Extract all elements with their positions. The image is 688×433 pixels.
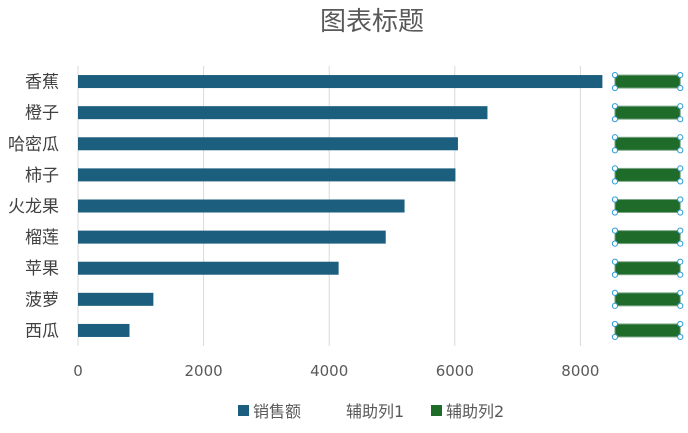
bar-helper2 (614, 74, 681, 89)
series-sales-bars[interactable] (78, 75, 603, 337)
bar-helper2 (614, 292, 681, 307)
selection-handle (677, 258, 684, 265)
legend-label-1: 辅助列1 (346, 402, 404, 421)
category-label: 菠萝 (25, 290, 59, 310)
selection-handle (677, 71, 684, 79)
category-label: 橙子 (25, 104, 59, 124)
selection-handle (611, 165, 619, 172)
selection-handle (677, 333, 684, 341)
bar-helper2 (614, 105, 681, 120)
selection-handle (677, 84, 684, 92)
category-label: 西瓜 (25, 321, 59, 341)
selection-handle (611, 333, 619, 341)
selection-handle (677, 227, 684, 234)
category-label: 榴莲 (25, 228, 59, 248)
selection-handle (611, 271, 619, 278)
legend-label-0: 销售额 (253, 402, 301, 421)
selection-handle (677, 240, 684, 247)
bar-sales (78, 168, 456, 182)
selection-handle (677, 196, 684, 203)
legend[interactable]: 销售额 辅助列1 辅助列2 (238, 402, 504, 421)
selection-handle (677, 165, 684, 172)
selection-handle (611, 258, 619, 265)
bar-sales (78, 261, 339, 275)
bar-helper2 (614, 323, 681, 338)
series-helper2-bars[interactable] (611, 71, 684, 341)
bar-sales (78, 323, 130, 337)
selection-handle (611, 227, 619, 234)
bar-helper2 (614, 136, 681, 151)
selection-handle (611, 134, 619, 141)
selection-handle (677, 271, 684, 278)
selection-handle (611, 84, 619, 92)
selection-handle (611, 209, 619, 216)
bar-helper2 (614, 261, 681, 276)
x-tick-label: 0 (73, 362, 83, 380)
selection-handle (611, 320, 619, 328)
selection-handle (677, 178, 684, 185)
x-axis-ticks: 020004000600080001 (73, 362, 599, 380)
selection-handle (611, 302, 619, 309)
bar-sales (78, 75, 603, 89)
x-tick-label: 8000 (561, 362, 599, 380)
category-label: 香蕉 (25, 73, 59, 93)
x-tick-label: 6000 (436, 362, 474, 380)
selection-handle (611, 240, 619, 247)
category-label: 苹果 (25, 259, 59, 279)
selection-handle (677, 103, 684, 110)
selection-handle (677, 302, 684, 309)
selection-handle (611, 178, 619, 185)
selection-handle (677, 320, 684, 328)
bar-helper2 (614, 230, 681, 245)
selection-handle (677, 134, 684, 141)
selection-handle (611, 116, 619, 123)
bar-helper2 (614, 199, 681, 213)
selection-handle (611, 147, 619, 154)
selection-handle (611, 103, 619, 110)
bar-sales (78, 106, 488, 120)
bar-sales (78, 230, 386, 244)
selection-handle (677, 289, 684, 296)
x-tick-label: 4000 (310, 362, 348, 380)
selection-handle (611, 196, 619, 203)
selection-handle (677, 209, 684, 216)
legend-swatch-2 (431, 405, 442, 416)
bar-sales (78, 137, 458, 151)
x-tick-label: 2000 (185, 362, 223, 380)
category-label: 柿子 (25, 166, 59, 186)
selection-handle (677, 116, 684, 123)
bar-sales (78, 199, 405, 213)
bar-helper2 (614, 167, 681, 182)
legend-label-2: 辅助列2 (446, 402, 504, 421)
selection-handle (611, 289, 619, 296)
bar-sales (78, 292, 154, 306)
category-label: 火龙果 (8, 197, 59, 217)
category-label: 哈密瓜 (8, 135, 59, 155)
legend-swatch-0 (238, 405, 249, 416)
chart-title: 图表标题 (320, 7, 424, 37)
selection-handle (611, 71, 619, 79)
selection-handle (677, 147, 684, 154)
